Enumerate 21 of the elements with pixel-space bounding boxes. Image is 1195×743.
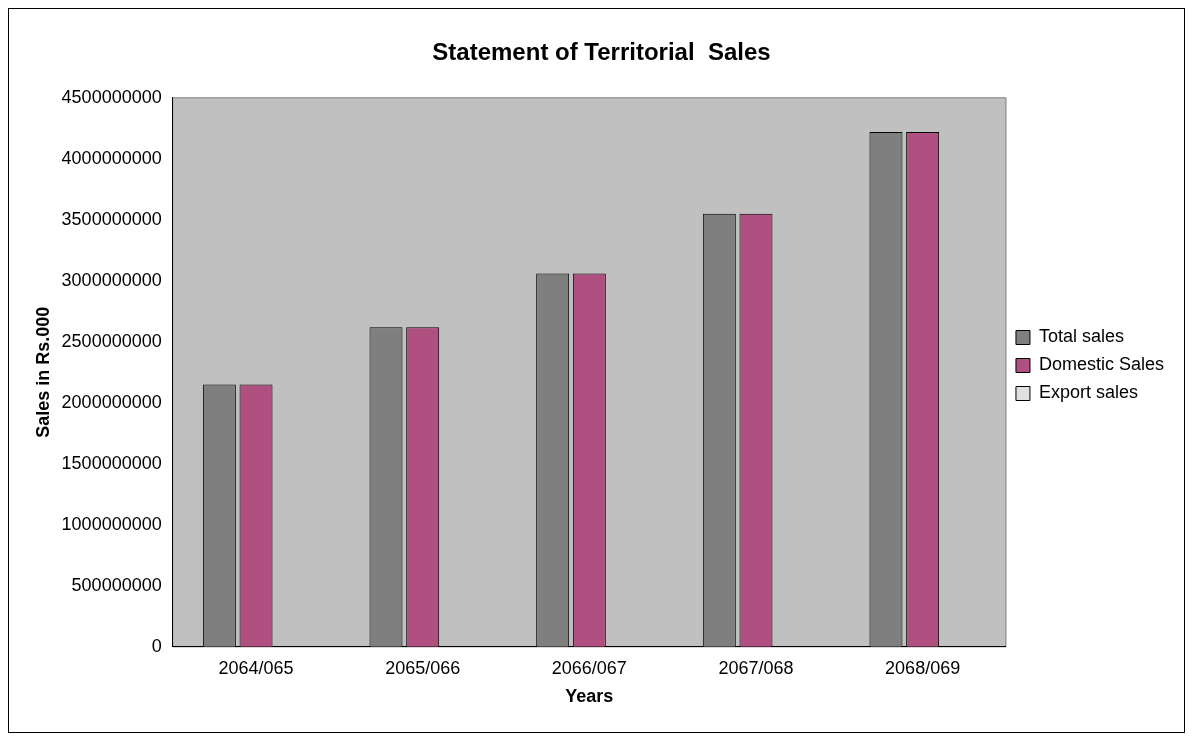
y-tick-label: 2000000000 [61, 391, 162, 412]
y-tick-label: 4500000000 [61, 86, 162, 107]
x-tick-label: 2067/068 [718, 657, 794, 678]
y-axis-title: Sales in Rs.000 [32, 306, 53, 438]
y-tick-label: 500000000 [71, 574, 162, 595]
y-tick-label: 2500000000 [61, 330, 162, 351]
y-tick-label: 0 [151, 635, 162, 656]
y-tick-label: 3500000000 [61, 208, 162, 229]
y-tick-label: 4000000000 [61, 147, 162, 168]
x-axis-title: Years [565, 686, 614, 707]
legend-label: Total sales [1038, 326, 1124, 347]
x-tick-label: 2064/065 [218, 657, 294, 678]
x-tick-label: 2065/066 [385, 657, 461, 678]
y-tick-label: 1000000000 [61, 513, 162, 534]
x-tick-label: 2068/069 [885, 657, 961, 678]
x-tick-label: 2066/067 [551, 657, 627, 678]
y-tick-label: 3000000000 [61, 269, 162, 290]
chart-title: Statement of Territorial Sales [432, 38, 771, 66]
y-tick-label: 1500000000 [61, 452, 162, 473]
legend-label: Export sales [1038, 382, 1138, 403]
legend-label: Domestic Sales [1038, 354, 1164, 375]
